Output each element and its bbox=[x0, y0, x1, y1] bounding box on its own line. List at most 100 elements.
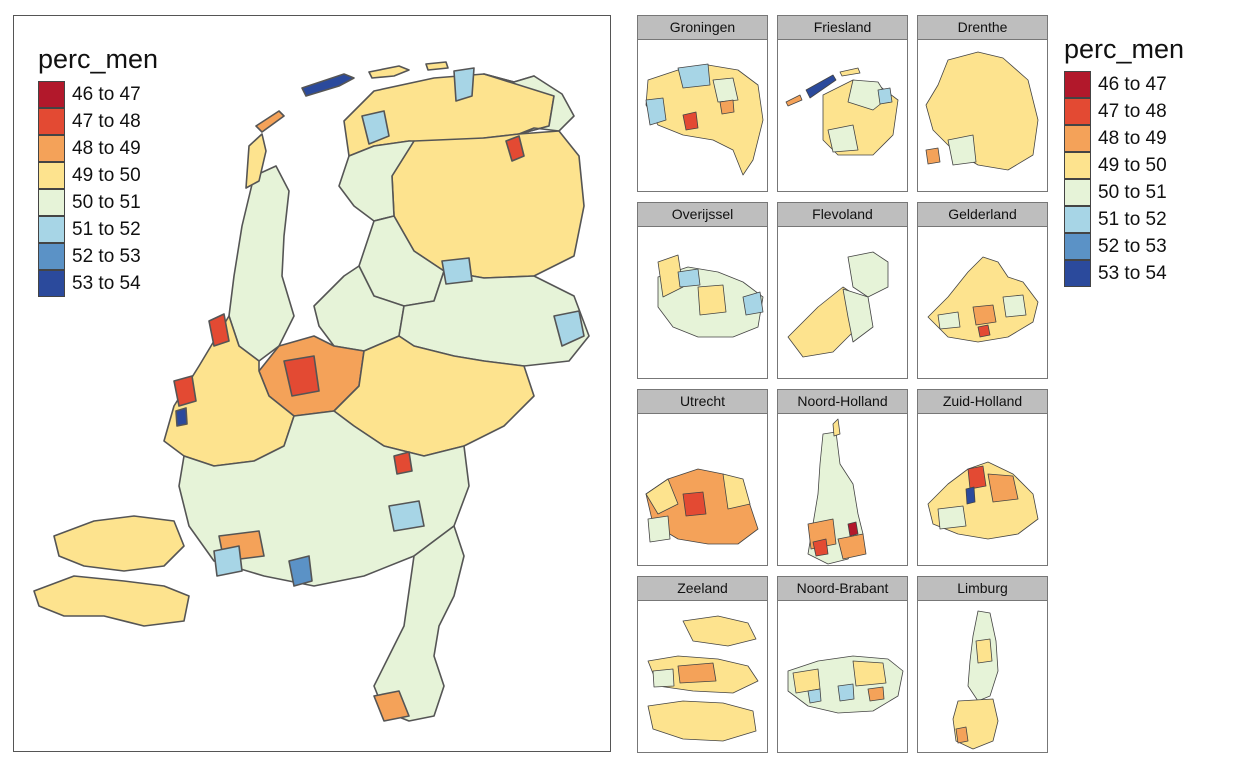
muni-red-5 bbox=[393, 451, 413, 475]
facet-municipality bbox=[827, 124, 859, 153]
main-legend-entry: 52 to 53 bbox=[38, 243, 158, 270]
side-legend-swatch bbox=[1064, 71, 1091, 98]
region-zeeland-south bbox=[33, 575, 190, 627]
muni-blue-6 bbox=[388, 500, 425, 532]
facet-municipality bbox=[807, 688, 822, 704]
netherlands-map bbox=[33, 61, 590, 722]
side-legend-entry: 51 to 52 bbox=[1064, 206, 1184, 233]
main-map-frame: perc_men 46 to 47 47 to 48 48 to 49 49 to 5… bbox=[13, 15, 611, 752]
main-legend-swatch bbox=[38, 189, 65, 216]
facet-municipality bbox=[972, 304, 997, 326]
side-legend-entry: 49 to 50 bbox=[1064, 152, 1184, 179]
main-legend-entry: 53 to 54 bbox=[38, 270, 158, 297]
main-legend-swatch bbox=[38, 162, 65, 189]
main-legend-label: 48 to 49 bbox=[72, 137, 141, 159]
side-legend-swatch bbox=[1064, 260, 1091, 287]
side-legend-swatch bbox=[1064, 152, 1091, 179]
side-legend-entry: 48 to 49 bbox=[1064, 125, 1184, 152]
main-legend-swatch bbox=[38, 270, 65, 297]
facet-map bbox=[645, 468, 759, 545]
main-legend-entry: 48 to 49 bbox=[38, 135, 158, 162]
muni-blue-7 bbox=[213, 545, 243, 577]
main-legend-label: 50 to 51 bbox=[72, 191, 141, 213]
island-terschelling bbox=[301, 73, 355, 97]
facet-panel: Overijssel bbox=[637, 202, 768, 379]
side-legend-label: 46 to 47 bbox=[1098, 73, 1167, 95]
facet-municipality bbox=[645, 97, 667, 126]
facet-municipality bbox=[645, 478, 679, 515]
facet-title: Noord-Holland bbox=[778, 390, 907, 414]
muni-blue-3 bbox=[441, 257, 473, 285]
side-legend-label: 51 to 52 bbox=[1098, 208, 1167, 230]
facet-title: Zuid-Holland bbox=[918, 390, 1047, 414]
facet-municipality bbox=[812, 538, 829, 557]
facet-municipality bbox=[987, 473, 1019, 503]
main-legend-label: 47 to 48 bbox=[72, 110, 141, 132]
facet-municipality bbox=[937, 311, 961, 330]
side-legend-entry: 47 to 48 bbox=[1064, 98, 1184, 125]
facet-title: Flevoland bbox=[778, 203, 907, 227]
side-legend-label: 49 to 50 bbox=[1098, 154, 1167, 176]
side-legend-swatch bbox=[1064, 206, 1091, 233]
facet-municipality bbox=[967, 465, 987, 490]
side-legend-label: 48 to 49 bbox=[1098, 127, 1167, 149]
facet-municipality bbox=[837, 533, 867, 560]
facet-title: Gelderland bbox=[918, 203, 1047, 227]
main-legend: perc_men 46 to 47 47 to 48 48 to 49 49 to 5… bbox=[38, 44, 158, 297]
facet-municipality bbox=[925, 147, 941, 165]
facet-municipality bbox=[839, 67, 861, 77]
side-legend-title: perc_men bbox=[1064, 34, 1185, 64]
main-legend-label: 52 to 53 bbox=[72, 245, 141, 267]
facet-municipality bbox=[677, 268, 701, 288]
facet-title: Zeeland bbox=[638, 577, 767, 601]
facet-map bbox=[927, 461, 1039, 540]
facet-panel: Noord-Holland bbox=[777, 389, 908, 566]
facet-panel: Drenthe bbox=[917, 15, 1048, 192]
facet-municipality bbox=[977, 324, 991, 338]
muni-blue-4 bbox=[553, 310, 585, 347]
facet-municipality bbox=[847, 251, 889, 298]
main-legend-label: 53 to 54 bbox=[72, 272, 141, 294]
side-legend-swatch bbox=[1064, 233, 1091, 260]
facet-panel: Zuid-Holland bbox=[917, 389, 1048, 566]
main-legend-swatch bbox=[38, 243, 65, 270]
island-ameland bbox=[368, 65, 410, 79]
facet-municipality bbox=[712, 77, 739, 103]
muni-dark-1 bbox=[175, 407, 188, 427]
side-legend-entry: 53 to 54 bbox=[1064, 260, 1184, 287]
facet-municipality bbox=[1002, 294, 1027, 318]
side-legend-entry: 50 to 51 bbox=[1064, 179, 1184, 206]
facet-panel: Friesland bbox=[777, 15, 908, 192]
main-legend-swatch bbox=[38, 135, 65, 162]
side-legend-swatch bbox=[1064, 179, 1091, 206]
facet-municipality bbox=[947, 134, 977, 166]
muni-red-2 bbox=[208, 313, 230, 347]
legend-title: perc_men bbox=[38, 44, 159, 74]
main-legend-entry: 51 to 52 bbox=[38, 216, 158, 243]
facet-municipality bbox=[742, 291, 764, 316]
facet-municipality bbox=[805, 74, 837, 99]
facet-title: Friesland bbox=[778, 16, 907, 40]
facet-municipality bbox=[867, 686, 885, 702]
side-legend-label: 52 to 53 bbox=[1098, 235, 1167, 257]
side-legend-swatch bbox=[1064, 98, 1091, 125]
facet-panel: Noord-Brabant bbox=[777, 576, 908, 753]
facet-municipality bbox=[965, 486, 976, 505]
island-vlieland bbox=[255, 110, 285, 133]
side-legend-label: 47 to 48 bbox=[1098, 100, 1167, 122]
facet-municipality bbox=[842, 288, 874, 343]
muni-blue-5 bbox=[288, 555, 313, 587]
facet-municipality bbox=[722, 473, 751, 510]
region-zeeland-north bbox=[53, 515, 185, 572]
main-legend-swatch bbox=[38, 108, 65, 135]
side-legend-label: 53 to 54 bbox=[1098, 262, 1167, 284]
facet-map bbox=[952, 610, 999, 750]
muni-blue-2 bbox=[361, 110, 390, 145]
muni-red-3 bbox=[173, 375, 197, 407]
facet-municipality bbox=[847, 521, 859, 537]
facet-municipality bbox=[955, 726, 969, 744]
side-legend: perc_men 46 to 47 47 to 48 48 to 49 49 to 5… bbox=[1064, 34, 1184, 287]
island-schiermonnikoog bbox=[425, 61, 449, 71]
main-legend-entry: 49 to 50 bbox=[38, 162, 158, 189]
facet-municipality bbox=[647, 515, 671, 543]
